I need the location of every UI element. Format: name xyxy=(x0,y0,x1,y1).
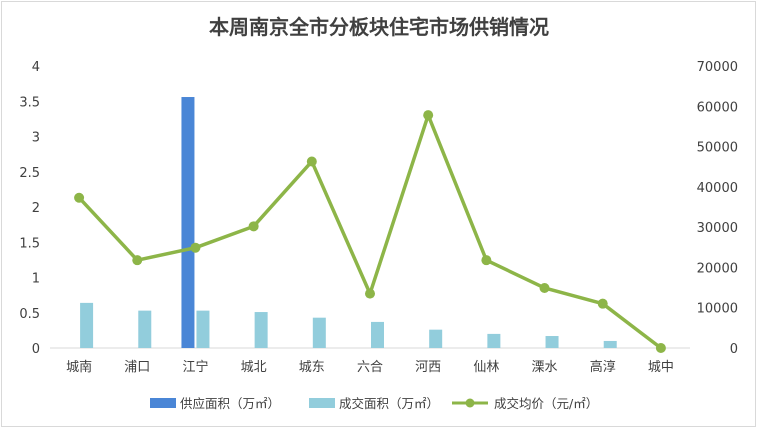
price-point xyxy=(597,298,608,309)
transaction-bar xyxy=(603,340,617,348)
transaction-bar xyxy=(545,336,559,348)
price-point xyxy=(423,110,434,121)
category-label: 浦口 xyxy=(124,360,150,375)
left-tick-label: 1 xyxy=(32,272,40,287)
right-tick-label: 10000 xyxy=(697,302,738,317)
right-tick-label: 60000 xyxy=(697,100,738,115)
left-tick-label: 3.5 xyxy=(19,95,40,110)
bar-group xyxy=(80,97,617,349)
category-label: 高淳 xyxy=(590,359,616,375)
category-label: 六合 xyxy=(357,360,383,375)
left-tick-label: 0.5 xyxy=(19,307,40,322)
transaction-bar xyxy=(371,321,384,348)
category-label: 城南 xyxy=(66,359,92,375)
left-tick-label: 2.5 xyxy=(19,166,40,181)
category-label: 城北 xyxy=(241,360,267,375)
price-line xyxy=(77,113,662,350)
category-label: 江宁 xyxy=(182,359,208,375)
legend-swatch xyxy=(309,398,335,408)
supply-bar xyxy=(181,97,195,349)
right-tick-label: 30000 xyxy=(697,221,738,236)
right-tick-label: 0 xyxy=(730,342,738,357)
legend: 供应面积（万㎡） 成交面积（万㎡） 成交均价（元/㎡） xyxy=(150,396,598,411)
left-tick-label: 2 xyxy=(32,201,40,216)
transaction-bar xyxy=(487,333,501,348)
line-series-group xyxy=(74,110,666,353)
price-point xyxy=(365,288,375,299)
transaction-bar xyxy=(254,312,268,348)
chart-title: 本周南京全市分板块住宅市场供销情况 xyxy=(209,15,549,39)
left-tick-label: 3 xyxy=(32,131,40,146)
price-point xyxy=(481,255,492,266)
category-label: 仙林 xyxy=(473,360,499,375)
category-labels: 城南 浦口 江宁 城北 城东 六合 河西 仙林 溧水 高淳 城中 xyxy=(66,359,674,375)
category-label: 河西 xyxy=(415,360,441,375)
right-axis: 0 10000 20000 30000 40000 50000 60000 70000 xyxy=(697,60,738,357)
right-tick-label: 50000 xyxy=(697,141,738,156)
right-tick-label: 70000 xyxy=(697,60,738,75)
category-label: 城东 xyxy=(299,360,325,375)
legend-label: 成交面积（万㎡） xyxy=(339,396,439,411)
transaction-bar xyxy=(138,310,152,348)
transaction-bar xyxy=(429,329,443,348)
price-point xyxy=(74,192,85,203)
transaction-bar xyxy=(312,317,326,348)
transaction-bar xyxy=(80,302,94,348)
left-tick-label: 0 xyxy=(32,342,40,357)
right-tick-label: 40000 xyxy=(697,181,738,196)
legend-label: 成交均价（元/㎡） xyxy=(494,396,598,411)
price-point xyxy=(190,242,201,253)
legend-marker xyxy=(465,398,475,408)
price-point xyxy=(539,282,550,293)
left-tick-label: 4 xyxy=(32,60,40,75)
left-tick-label: 1.5 xyxy=(19,236,40,251)
category-label: 溧水 xyxy=(532,360,558,375)
price-point xyxy=(655,343,666,353)
transaction-bar xyxy=(196,310,210,348)
legend-label: 供应面积（万㎡） xyxy=(180,396,280,411)
price-point xyxy=(306,156,317,167)
category-label: 城中 xyxy=(648,360,674,375)
legend-swatch xyxy=(150,398,176,408)
price-point xyxy=(248,221,259,232)
right-tick-label: 20000 xyxy=(697,261,738,276)
left-axis: 0 0.5 1 1.5 2 2.5 3 3.5 4 xyxy=(19,60,40,357)
price-point xyxy=(132,255,143,266)
